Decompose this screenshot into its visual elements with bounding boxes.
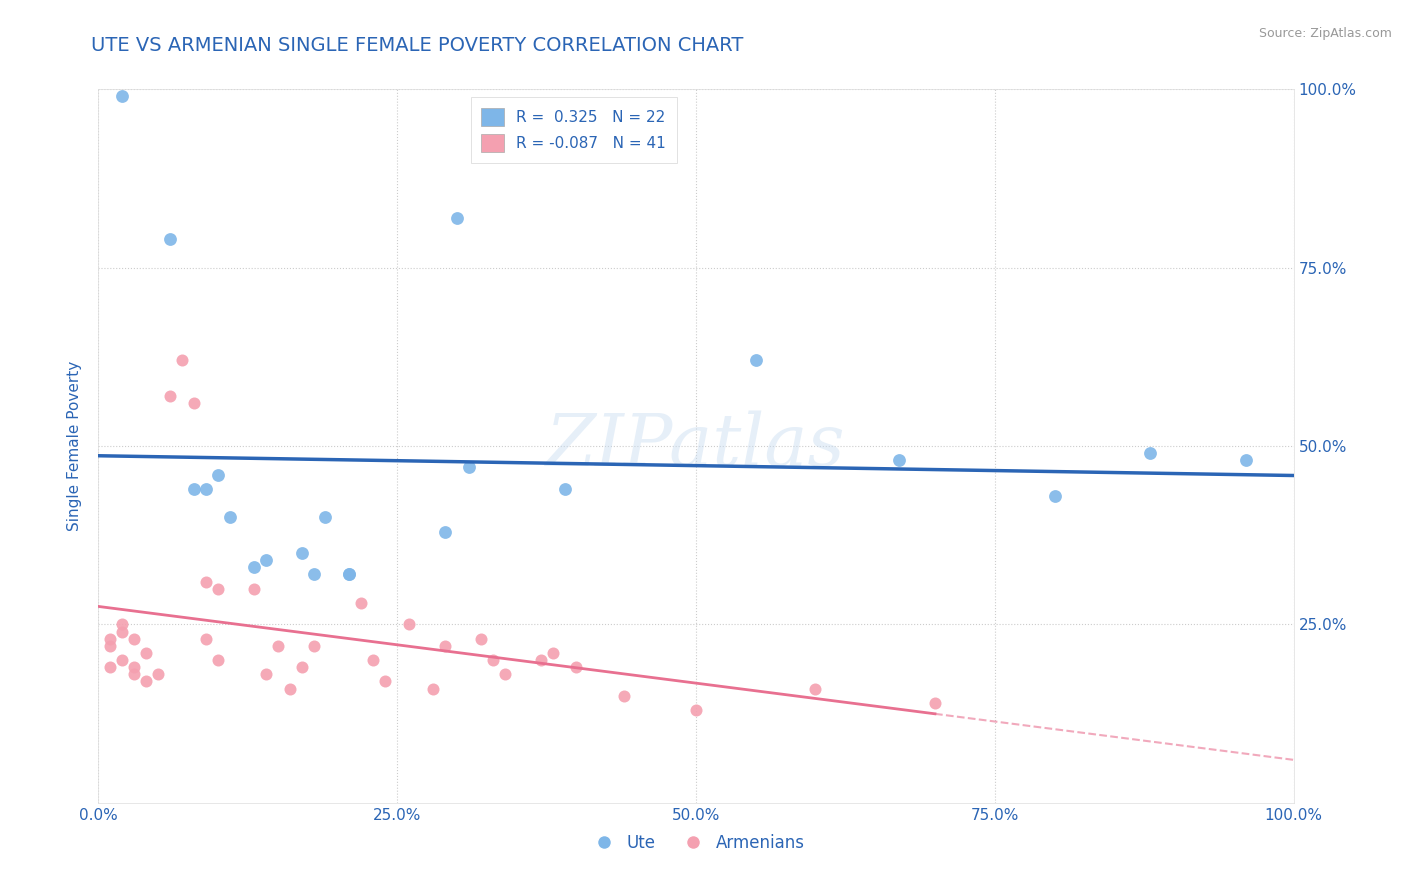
Point <box>745 353 768 368</box>
Point <box>98 639 122 653</box>
Y-axis label: Single Female Poverty: Single Female Poverty <box>67 361 83 531</box>
Point <box>207 582 229 596</box>
Point <box>195 632 218 646</box>
Point <box>363 653 385 667</box>
Point <box>889 453 911 467</box>
Point <box>541 646 564 660</box>
Point <box>183 396 205 410</box>
Point <box>207 653 229 667</box>
Point <box>98 660 122 674</box>
Point <box>350 596 373 610</box>
Point <box>446 211 468 225</box>
Point <box>148 667 170 681</box>
Point <box>470 632 492 646</box>
Point <box>685 703 707 717</box>
Point <box>302 639 325 653</box>
Point <box>124 632 146 646</box>
Text: ZIPatlas: ZIPatlas <box>546 410 846 482</box>
Point <box>1139 446 1161 460</box>
Point <box>565 660 588 674</box>
Text: Source: ZipAtlas.com: Source: ZipAtlas.com <box>1258 27 1392 40</box>
Point <box>219 510 242 524</box>
Point <box>111 653 134 667</box>
Point <box>111 624 134 639</box>
Point <box>494 667 516 681</box>
Point <box>183 482 205 496</box>
Legend: Ute, Armenians: Ute, Armenians <box>581 828 811 859</box>
Point <box>159 232 181 246</box>
Point <box>98 632 122 646</box>
Point <box>135 646 157 660</box>
Point <box>458 460 481 475</box>
Point <box>243 582 266 596</box>
Point <box>804 681 827 696</box>
Point <box>135 674 157 689</box>
Point <box>530 653 553 667</box>
Point <box>124 660 146 674</box>
Point <box>339 567 361 582</box>
Point <box>434 524 457 539</box>
Point <box>374 674 396 689</box>
Point <box>924 696 946 710</box>
Point <box>207 467 229 482</box>
Point <box>124 667 146 681</box>
Point <box>291 546 314 560</box>
Point <box>1043 489 1066 503</box>
Text: UTE VS ARMENIAN SINGLE FEMALE POVERTY CORRELATION CHART: UTE VS ARMENIAN SINGLE FEMALE POVERTY CO… <box>91 36 744 54</box>
Point <box>254 553 277 567</box>
Point <box>195 574 218 589</box>
Point <box>267 639 290 653</box>
Point <box>1234 453 1257 467</box>
Point <box>278 681 301 696</box>
Point <box>172 353 194 368</box>
Point <box>434 639 457 653</box>
Point <box>254 667 277 681</box>
Point <box>291 660 314 674</box>
Point <box>613 689 636 703</box>
Point <box>339 567 361 582</box>
Point <box>422 681 444 696</box>
Point <box>111 617 134 632</box>
Point <box>302 567 325 582</box>
Point <box>554 482 576 496</box>
Point <box>111 89 134 103</box>
Point <box>195 482 218 496</box>
Point <box>315 510 337 524</box>
Point <box>243 560 266 574</box>
Point <box>398 617 420 632</box>
Point <box>481 653 505 667</box>
Point <box>159 389 181 403</box>
